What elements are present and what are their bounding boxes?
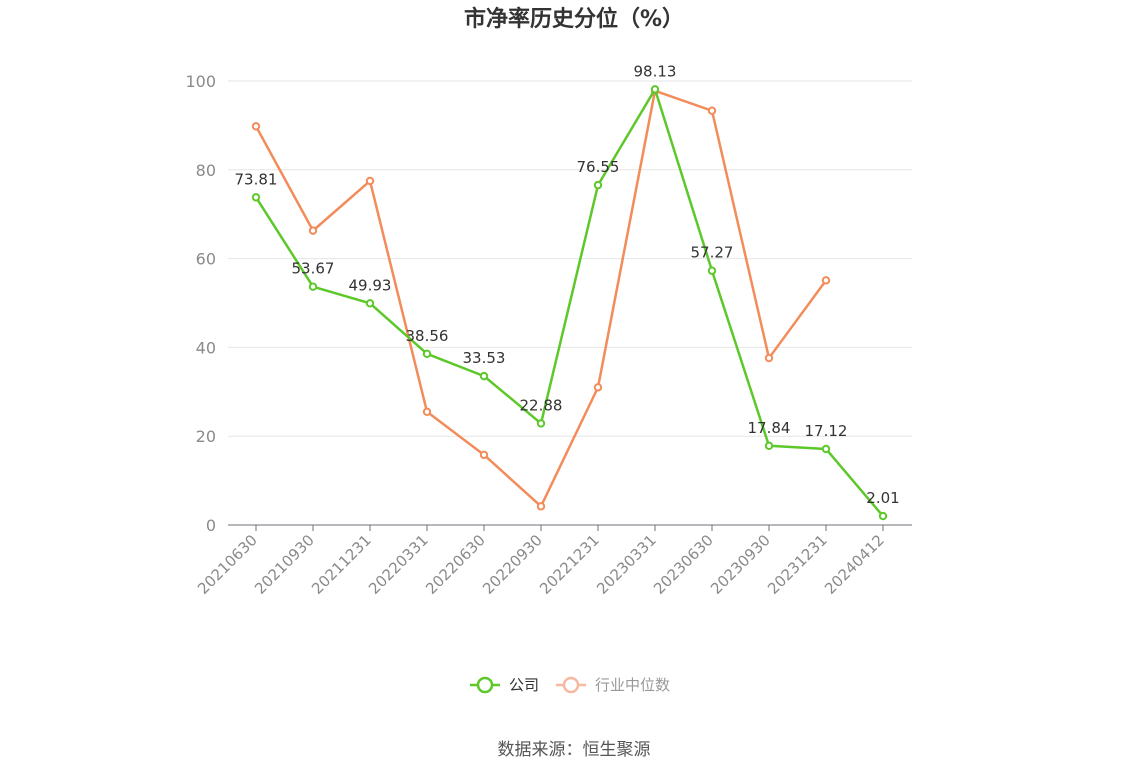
y-tick-label: 40	[196, 338, 216, 357]
x-tick-label: 20230331	[593, 531, 660, 598]
x-tick-label: 20221231	[536, 531, 603, 598]
series-layer	[251, 85, 888, 521]
data-point[interactable]	[479, 371, 489, 381]
data-point[interactable]	[251, 122, 261, 131]
data-point[interactable]	[308, 226, 318, 235]
x-tick-label: 20220930	[479, 531, 546, 598]
data-point[interactable]	[593, 383, 603, 392]
source-note: 数据来源：恒生聚源	[498, 740, 651, 760]
x-tick-label: 20210630	[194, 531, 261, 598]
y-tick-label: 100	[185, 72, 216, 91]
data-label: 2.01	[866, 489, 899, 507]
data-point[interactable]	[707, 266, 717, 275]
data-label: 73.81	[235, 170, 278, 188]
data-label: 49.93	[349, 276, 392, 294]
data-point[interactable]	[308, 282, 318, 291]
data-label: 38.56	[406, 327, 449, 345]
y-tick-label: 20	[196, 427, 216, 446]
legend[interactable]: 公司 行业中位数	[470, 676, 670, 694]
data-point[interactable]	[707, 106, 717, 115]
legend-label: 行业中位数	[595, 676, 670, 694]
data-labels: 73.81 53.67 49.93 38.56 33.53 22.88 76.55 98.13…	[235, 62, 900, 507]
data-label: 53.67	[292, 260, 335, 278]
data-point[interactable]	[422, 349, 432, 358]
data-point[interactable]	[593, 180, 603, 190]
data-point[interactable]	[365, 176, 375, 186]
data-label: 57.27	[691, 244, 734, 262]
series-line	[254, 88, 884, 517]
data-point[interactable]	[251, 193, 261, 202]
x-tick-label: 20220331	[365, 531, 432, 598]
data-point[interactable]	[821, 444, 831, 454]
series-1	[251, 86, 831, 511]
series-0	[251, 85, 888, 521]
x-tick-label: 20220630	[422, 531, 489, 598]
data-point[interactable]	[536, 419, 546, 428]
data-label: 98.13	[634, 62, 677, 80]
data-label: 17.84	[748, 419, 791, 437]
data-point[interactable]	[365, 299, 375, 308]
y-tick-label: 60	[196, 250, 216, 269]
data-point[interactable]	[878, 511, 888, 521]
grid	[228, 80, 912, 437]
x-tick-label: 20230630	[650, 531, 717, 598]
data-point[interactable]	[821, 276, 831, 285]
legend-marker	[476, 676, 494, 694]
legend-item-0[interactable]: 公司	[470, 676, 539, 694]
data-point[interactable]	[422, 407, 432, 416]
legend-label: 公司	[509, 676, 539, 694]
data-label: 76.55	[577, 158, 620, 176]
x-tick-label: 20230930	[707, 531, 774, 598]
x-tick-label: 20211231	[308, 531, 375, 598]
y-tick-label: 80	[196, 161, 216, 180]
y-tick-label: 0	[206, 516, 216, 535]
data-point[interactable]	[650, 85, 660, 94]
legend-marker	[562, 676, 580, 694]
axes: 0204060801002021063020210930202112312022…	[185, 72, 912, 598]
x-tick-label: 20240412	[821, 531, 888, 598]
data-label: 33.53	[463, 349, 506, 367]
legend-item-1[interactable]: 行业中位数	[556, 676, 670, 694]
series-line	[254, 89, 828, 508]
data-point[interactable]	[764, 353, 774, 363]
x-tick-label: 20210930	[251, 531, 318, 598]
data-label: 17.12	[805, 422, 848, 440]
data-point[interactable]	[536, 502, 546, 511]
chart-title: 市净率历史分位（%）	[464, 6, 684, 32]
data-point[interactable]	[764, 441, 774, 450]
data-point[interactable]	[479, 450, 489, 460]
x-tick-label: 20231231	[764, 531, 831, 598]
data-label: 22.88	[520, 396, 563, 414]
